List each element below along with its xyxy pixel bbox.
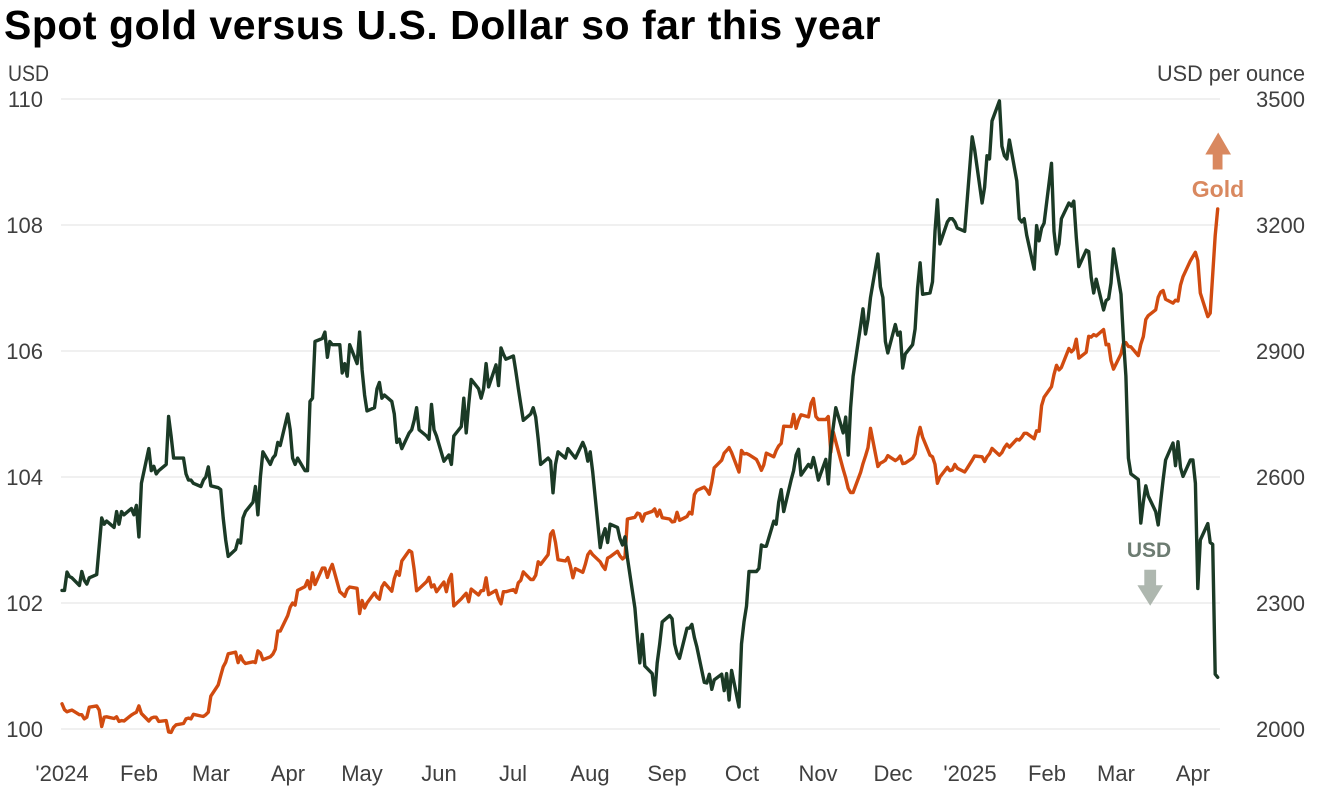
svg-text:Feb: Feb <box>1028 761 1066 786</box>
svg-text:Oct: Oct <box>725 761 759 786</box>
svg-text:106: 106 <box>6 339 43 364</box>
svg-text:USD: USD <box>8 61 49 86</box>
svg-text:Sep: Sep <box>647 761 686 786</box>
svg-text:104: 104 <box>6 465 43 490</box>
svg-text:USD: USD <box>1127 539 1171 562</box>
svg-text:Nov: Nov <box>798 761 837 786</box>
svg-text:Aug: Aug <box>570 761 609 786</box>
svg-text:2300: 2300 <box>1256 591 1305 616</box>
svg-text:Dec: Dec <box>873 761 912 786</box>
svg-text:Jun: Jun <box>421 761 456 786</box>
svg-text:Apr: Apr <box>1176 761 1210 786</box>
svg-text:Spot gold versus U.S. Dollar s: Spot gold versus U.S. Dollar so far this… <box>4 2 881 48</box>
svg-text:2900: 2900 <box>1256 339 1305 364</box>
svg-text:2600: 2600 <box>1256 465 1305 490</box>
svg-text:3200: 3200 <box>1256 213 1305 238</box>
svg-text:USD per ounce: USD per ounce <box>1157 61 1305 86</box>
svg-text:3500: 3500 <box>1256 87 1305 112</box>
svg-text:May: May <box>341 761 383 786</box>
svg-text:'2024: '2024 <box>35 761 88 786</box>
svg-text:110: 110 <box>8 87 43 112</box>
svg-text:Feb: Feb <box>120 761 158 786</box>
svg-text:Gold: Gold <box>1192 176 1244 202</box>
svg-text:'2025: '2025 <box>943 761 996 786</box>
svg-text:100: 100 <box>6 717 43 742</box>
svg-text:Mar: Mar <box>192 761 230 786</box>
svg-text:Jul: Jul <box>499 761 527 786</box>
svg-text:108: 108 <box>6 213 43 238</box>
svg-text:Apr: Apr <box>271 761 305 786</box>
svg-text:2000: 2000 <box>1256 717 1305 742</box>
svg-text:102: 102 <box>6 591 43 616</box>
svg-text:Mar: Mar <box>1097 761 1135 786</box>
